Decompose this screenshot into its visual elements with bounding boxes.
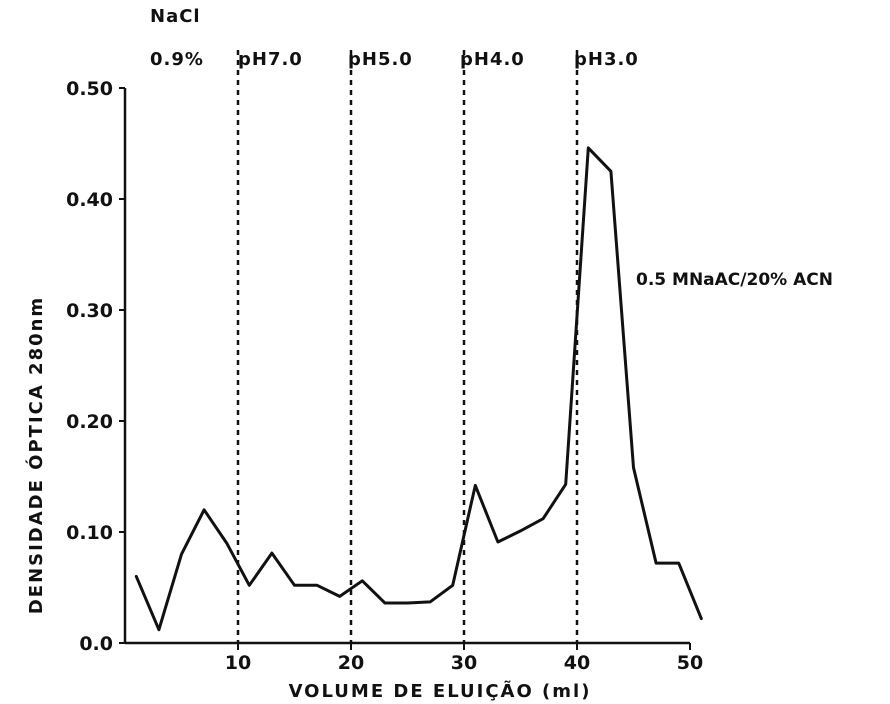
y-tick-label: 0.50	[66, 78, 113, 100]
y-tick-label: 0.20	[66, 411, 113, 433]
y-tick-label: 0.10	[66, 522, 113, 544]
x-tick-label: 20	[338, 652, 364, 674]
x-tick-label: 30	[451, 652, 477, 674]
region-label: pH7.0	[238, 49, 303, 70]
y-tick-label: 0.40	[66, 189, 113, 211]
eluent-annotation: 0.5 MNaAC/20% ACN	[636, 270, 833, 290]
absorbance-line	[134, 146, 703, 632]
x-axis-title: VOLUME DE ELUIÇÃO (ml)	[289, 679, 592, 702]
region-labels: NaCl 0.9% pH7.0 pH5.0 pH4.0 pH3.0	[150, 6, 639, 70]
x-tick-label: 50	[677, 652, 703, 674]
series-group	[134, 146, 703, 632]
x-ticks: 10 20 30 40 50	[225, 643, 703, 674]
ph-dividers	[236, 50, 579, 643]
y-axis-title: DENSIDADE ÓPTICA 280nm	[25, 296, 47, 614]
x-tick-label: 10	[225, 652, 251, 674]
region-label: pH5.0	[348, 49, 413, 70]
region-label: 0.9%	[150, 49, 204, 70]
y-ticks: 0.0 0.10 0.20 0.30 0.40 0.50	[66, 78, 125, 655]
region-label: pH3.0	[574, 49, 639, 70]
y-tick-label: 0.0	[79, 633, 113, 655]
y-tick-label: 0.30	[66, 300, 113, 322]
x-tick-label: 40	[564, 652, 590, 674]
axes	[123, 88, 690, 645]
region-label: pH4.0	[460, 49, 525, 70]
region-label-line1: NaCl	[150, 6, 201, 27]
